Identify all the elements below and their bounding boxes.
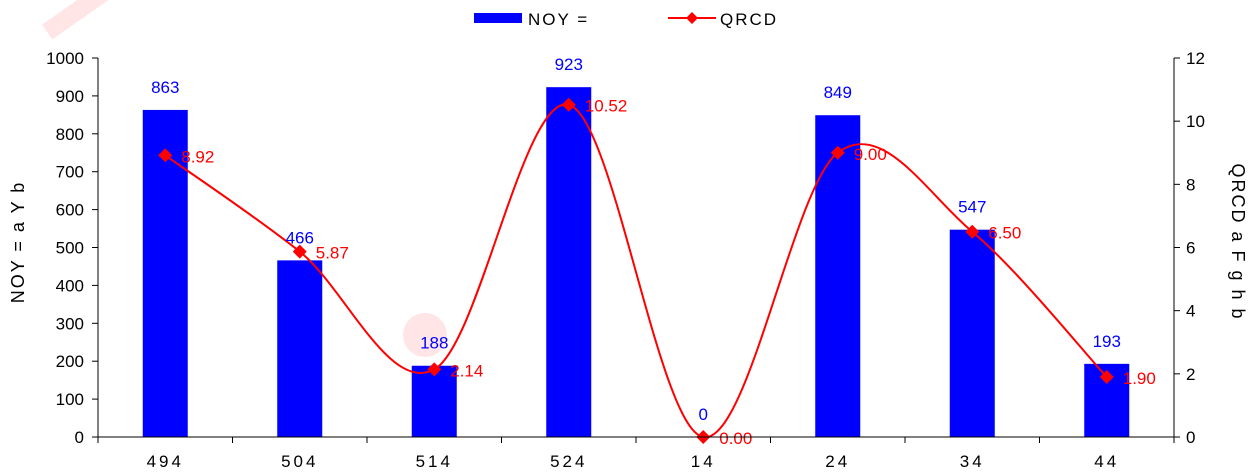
legend: NOY = QRCD (474, 10, 778, 29)
left-axis-tick-label: 1000 (46, 49, 84, 68)
bar-value-label: 547 (958, 198, 986, 217)
x-axis-tick-label: 524 (550, 452, 587, 471)
bar-value-label: 0 (699, 405, 708, 424)
watermark-seal (403, 313, 447, 357)
bar-data-labels: 863 466 188 923 0 849 547 193 (151, 55, 1121, 424)
left-axis-tick-label: 100 (56, 390, 84, 409)
line-point (965, 224, 980, 239)
bar-value-label: 188 (420, 334, 448, 353)
line-value-label: 5.87 (316, 244, 349, 263)
bar-series (142, 87, 1130, 438)
legend-swatch-bars (474, 13, 522, 23)
legend-label-line: QRCD (720, 10, 778, 29)
line-value-label: 10.52 (585, 97, 628, 116)
x-axis-tick-label: 504 (281, 452, 318, 471)
x-axis-tick-label: 44 (1094, 452, 1119, 471)
bar-value-label: 849 (824, 83, 852, 102)
bar (546, 87, 592, 438)
watermark-stamp (42, 0, 118, 40)
bar (411, 365, 457, 437)
x-axis-tick-label: 14 (691, 452, 716, 471)
x-axis-tick-label: 494 (147, 452, 184, 471)
line-point (561, 97, 576, 112)
left-axis-tick-label: 0 (75, 428, 84, 447)
left-axis-tick-label: 400 (56, 276, 84, 295)
bar (277, 260, 323, 437)
right-axis: 0 2 4 6 8 10 12 (1173, 49, 1205, 447)
left-axis-title: NOY = a Y b (8, 181, 28, 304)
x-axis-tick-label: 514 (416, 452, 453, 471)
bar-value-label: 923 (555, 55, 583, 74)
x-axis-tick-label: 24 (825, 452, 850, 471)
right-axis-tick-label: 0 (1186, 428, 1195, 447)
right-axis-tick-label: 6 (1186, 239, 1195, 258)
x-axis: 494 504 514 524 14 24 34 44 (97, 436, 1175, 471)
left-axis-tick-label: 500 (56, 239, 84, 258)
line-data-labels: 8.92 5.87 2.14 10.52 0.00 9.00 6.50 1.90 (181, 97, 1156, 448)
left-axis-tick-label: 600 (56, 201, 84, 220)
bar-value-label: 863 (151, 78, 179, 97)
x-axis-tick-label: 34 (960, 452, 985, 471)
left-axis-tick-label: 200 (56, 352, 84, 371)
bar (949, 229, 995, 437)
line-point (830, 145, 845, 160)
line-point (158, 148, 173, 163)
legend-marker-line (686, 12, 698, 24)
legend-label-bars: NOY = (528, 10, 589, 29)
line-point (292, 244, 307, 259)
line-value-label: 6.50 (988, 224, 1021, 243)
line-point (427, 362, 442, 377)
line-series (158, 97, 1114, 444)
right-axis-tick-label: 2 (1186, 365, 1195, 384)
line-value-label: 0.00 (719, 429, 752, 448)
left-axis: 0 100 200 300 400 500 600 700 800 900 1000 (46, 49, 99, 447)
plot-area: 863 466 188 923 0 849 547 193 8.92 5.87 2.14 10.52… (142, 55, 1156, 448)
watermark (42, 0, 447, 357)
left-axis-tick-label: 700 (56, 163, 84, 182)
bar (142, 109, 188, 437)
right-axis-tick-label: 8 (1186, 175, 1195, 194)
line-value-label: 9.00 (854, 145, 887, 164)
left-axis-tick-label: 300 (56, 314, 84, 333)
line-point (1099, 369, 1114, 384)
bar-value-label: 466 (286, 228, 314, 247)
line-value-label: 8.92 (181, 147, 214, 166)
right-axis-tick-label: 4 (1186, 302, 1195, 321)
series-line (164, 103, 1108, 439)
bar-value-label: 193 (1093, 332, 1121, 351)
right-axis-title: QRCD a F g h b (1228, 163, 1248, 320)
right-axis-tick-label: 12 (1186, 49, 1205, 68)
line-value-label: 1.90 (1123, 369, 1156, 388)
bar (815, 115, 861, 437)
line-value-label: 2.14 (450, 361, 483, 380)
right-axis-tick-label: 10 (1186, 112, 1205, 131)
left-axis-tick-label: 900 (56, 87, 84, 106)
left-axis-tick-label: 800 (56, 125, 84, 144)
